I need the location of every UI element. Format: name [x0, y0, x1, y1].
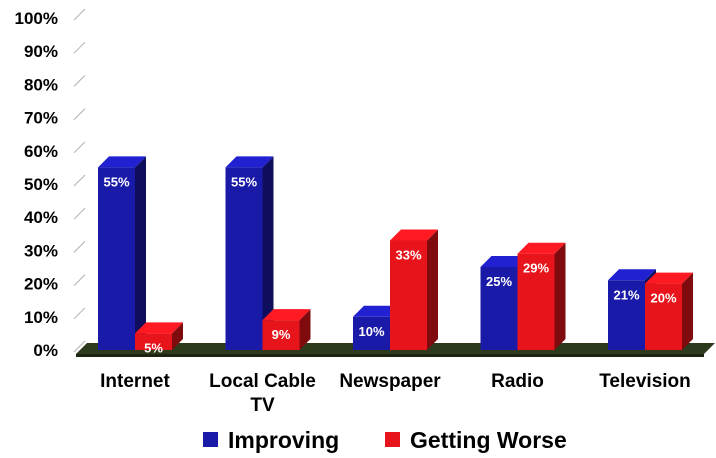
bar-top: [98, 156, 146, 168]
grid-tick: [73, 241, 86, 253]
bar-getting-worse: 33%: [390, 229, 438, 350]
bar-value-label: 55%: [103, 174, 129, 189]
bar-top: [135, 322, 183, 334]
legend-swatch: [385, 432, 400, 447]
bar-getting-worse: 5%: [135, 322, 183, 355]
grid-tick: [73, 108, 86, 120]
x-category-label: Newspaper: [339, 371, 441, 392]
y-tick-label: 70%: [24, 109, 58, 128]
bar-side: [262, 156, 274, 350]
y-tick-label: 60%: [24, 142, 58, 161]
y-tick-label: 30%: [24, 241, 58, 260]
bar-side: [299, 309, 311, 350]
grid-tick: [73, 274, 86, 286]
y-tick-label: 20%: [24, 275, 58, 294]
gridlines: [73, 8, 86, 353]
x-axis-labels: Internet Local Cable TV Newspaper Radio Telev…: [100, 371, 691, 416]
legend-label: Improving: [228, 427, 339, 453]
bar-front: [517, 253, 555, 350]
bar-side: [554, 242, 566, 350]
bar-top: [262, 309, 311, 321]
bar-top: [353, 305, 401, 317]
x-category-label: Television: [599, 371, 691, 392]
bar-value-label: 20%: [650, 291, 676, 306]
bar-value-label: 25%: [486, 274, 512, 289]
bar-value-label: 21%: [613, 287, 639, 302]
bar-top: [608, 269, 656, 281]
bar-front: [480, 267, 518, 350]
bar-top: [225, 156, 274, 168]
grid-tick: [73, 307, 86, 320]
bar-front: [645, 283, 682, 350]
bar-improving: 55%: [225, 156, 274, 350]
bar-getting-worse: 9%: [262, 309, 311, 350]
bar-value-label: 55%: [231, 174, 257, 189]
y-tick-label: 40%: [24, 208, 58, 227]
bar-front: [135, 333, 172, 350]
bar-front: [353, 316, 390, 350]
bar-side: [682, 272, 693, 350]
legend-label: Getting Worse: [410, 427, 567, 453]
bar-front: [262, 320, 300, 350]
bar-value-label: 9%: [272, 327, 291, 342]
x-category-label: Radio: [491, 371, 544, 392]
grid-tick: [73, 141, 86, 154]
x-category-label: Internet: [100, 371, 170, 392]
bar-value-label: 33%: [395, 247, 421, 262]
bar-improving: 55%: [98, 156, 146, 350]
y-axis-labels: 0% 10% 20% 30% 40% 50% 60% 70% 80% 90% 100%: [15, 9, 58, 360]
grid-tick: [73, 340, 86, 353]
y-tick-label: 100%: [15, 9, 58, 28]
bar-value-label: 10%: [358, 324, 384, 339]
y-tick-label: 10%: [24, 308, 58, 327]
y-tick-label: 90%: [24, 42, 58, 61]
bar-side: [172, 322, 183, 350]
legend-swatch: [203, 432, 218, 447]
bars: 55% 5% 55% 9% 10% 33% 25% 29% 21% 20%: [98, 156, 693, 355]
bar-value-label: 5%: [144, 340, 163, 355]
bar-value-label: 29%: [523, 261, 549, 276]
bar-front: [225, 167, 263, 350]
bar-top: [517, 242, 566, 254]
grid-tick: [73, 207, 86, 220]
bar-side: [135, 156, 146, 350]
bar-front: [98, 167, 135, 350]
bar-side: [427, 229, 438, 350]
y-tick-label: 0%: [33, 341, 58, 360]
bar-getting-worse: 29%: [517, 242, 566, 350]
grid-tick: [73, 75, 86, 87]
bar-top: [390, 229, 438, 241]
bar-front: [608, 280, 645, 350]
chart-floor-edge: [76, 354, 704, 357]
grid-tick: [73, 41, 86, 54]
grid-tick: [73, 8, 86, 21]
grid-tick: [73, 174, 86, 187]
legend: Improving Getting Worse: [203, 427, 567, 453]
bar-front: [390, 240, 427, 350]
x-category-label: Local Cable: [209, 371, 316, 392]
bar-getting-worse: 20%: [645, 272, 693, 350]
x-category-label: TV: [250, 395, 275, 416]
y-tick-label: 50%: [24, 175, 58, 194]
bar-top: [645, 272, 693, 284]
y-tick-label: 80%: [24, 75, 58, 94]
bar-top: [480, 256, 529, 267]
